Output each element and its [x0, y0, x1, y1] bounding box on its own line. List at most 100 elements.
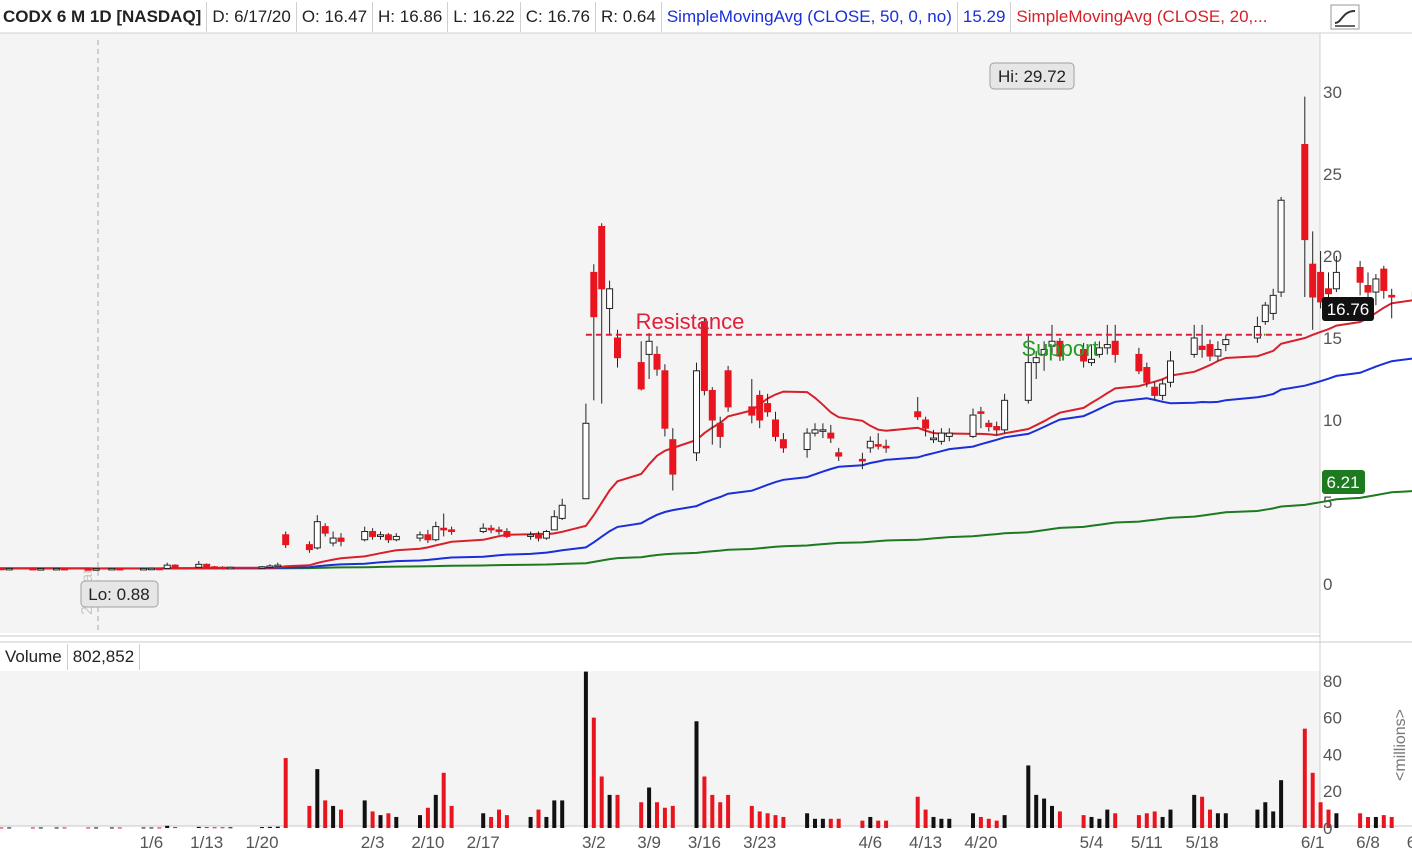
- resistance-label: Resistance: [636, 309, 745, 334]
- candle-body: [384, 534, 392, 541]
- volume-bar: [868, 816, 873, 828]
- candle-body: [700, 321, 708, 391]
- candle-body: [1032, 357, 1040, 364]
- price-axis: 0 5 10 15 20 25 30: [1323, 83, 1342, 594]
- time-tick-label: 1/20: [245, 833, 278, 852]
- time-tick-label: 3/23: [743, 833, 776, 852]
- price-tick-label: 0: [1323, 575, 1332, 594]
- candle-body: [598, 225, 606, 290]
- candle-body: [266, 565, 274, 568]
- sma50-study-value: 15.29: [958, 1, 1012, 32]
- candle-body: [392, 535, 400, 541]
- candle-body: [550, 516, 558, 531]
- volume-bar: [1097, 818, 1102, 828]
- volume-bar: [599, 776, 604, 828]
- volume-bar: [710, 794, 715, 828]
- candle-body: [440, 527, 448, 531]
- volume-bar: [196, 826, 201, 828]
- candle-body: [329, 537, 337, 544]
- price-tick-label: 20: [1323, 247, 1342, 266]
- volume-bar: [860, 820, 865, 828]
- hi-callout: Hi: 29.72: [989, 62, 1075, 90]
- support-label: Support: [1021, 336, 1098, 361]
- volume-bar: [923, 809, 928, 828]
- volume-bar: [1310, 772, 1315, 828]
- drawing-tools-icon[interactable]: [1330, 4, 1360, 30]
- candle-body: [1040, 348, 1048, 355]
- candle-body: [1167, 360, 1174, 383]
- symbol-label[interactable]: CODX 6 M 1D [NASDAQ]: [0, 1, 208, 32]
- volume-bar: [204, 827, 209, 829]
- price-tick-label: 15: [1323, 329, 1342, 348]
- sma20-study-label[interactable]: SimpleMovingAvg (CLOSE, 20,...: [1016, 6, 1268, 26]
- last-price-value: 16.76: [1327, 300, 1370, 319]
- volume-bar: [1389, 816, 1394, 828]
- candle-body: [53, 567, 61, 571]
- candle-body: [1309, 263, 1317, 298]
- lo-label: Lo: 0.88: [88, 585, 149, 604]
- candle-body: [203, 563, 211, 568]
- volume-bar: [228, 827, 233, 829]
- candle-body: [811, 429, 819, 434]
- candle-body: [803, 432, 811, 451]
- candle-body: [140, 567, 147, 571]
- candle-body: [1001, 399, 1009, 431]
- volume-bar: [773, 815, 778, 828]
- candle-body: [61, 567, 68, 571]
- volume-bar: [583, 671, 588, 828]
- volume-bar: [1271, 811, 1276, 828]
- volume-bar: [386, 813, 391, 828]
- candle-body: [29, 567, 37, 571]
- candle-body: [827, 432, 835, 439]
- candle-body: [582, 422, 590, 500]
- volume-axis: 0 20 40 60 80: [1323, 672, 1342, 838]
- volume-bar: [504, 815, 509, 828]
- candle-body: [226, 566, 234, 570]
- volume-bar: [1215, 813, 1220, 828]
- volume-bar: [220, 827, 225, 829]
- candle-body: [1388, 294, 1396, 298]
- candle-body: [1095, 347, 1103, 355]
- volume-bar: [836, 818, 841, 828]
- volume-bar: [331, 805, 336, 828]
- candle-body: [1143, 367, 1151, 383]
- volume-bar: [757, 811, 762, 828]
- candle-body: [985, 422, 993, 428]
- volume-bar: [1208, 809, 1212, 828]
- candle-body: [1253, 326, 1261, 339]
- volume-bar: [1326, 809, 1331, 828]
- volume-bar: [117, 827, 122, 829]
- candle-body: [661, 370, 669, 429]
- candle-body: [116, 567, 124, 571]
- low-readout: L: 16.22: [448, 1, 521, 32]
- volume-bar: [362, 800, 367, 828]
- volume-bar: [726, 794, 731, 828]
- candle-body: [147, 567, 155, 571]
- sma50-study-label[interactable]: SimpleMovingAvg (CLOSE, 50, 0, no): [662, 1, 958, 32]
- candle-body: [969, 414, 977, 437]
- volume-bar: [931, 816, 936, 828]
- time-tick-label: 3/2: [582, 833, 606, 852]
- sma200-tag: 6.21: [1322, 470, 1365, 494]
- candle-body: [1056, 340, 1064, 357]
- volume-bar: [971, 813, 975, 828]
- price-tick-label: 5: [1323, 493, 1332, 512]
- candle-body: [527, 534, 535, 537]
- volume-bar: [418, 815, 422, 828]
- volume-bar: [1318, 802, 1323, 828]
- candle-body: [1159, 383, 1167, 396]
- time-tick-label: 6/15: [1407, 833, 1412, 852]
- candle-body: [653, 353, 661, 370]
- volume-bar: [1057, 811, 1062, 828]
- time-tick-label: 6/1: [1301, 833, 1325, 852]
- volume-bar: [481, 813, 486, 828]
- volume-bar: [394, 816, 399, 828]
- candle-body: [92, 568, 100, 571]
- candle-body: [219, 566, 226, 570]
- volume-bar: [157, 827, 162, 829]
- volume-bar: [1279, 780, 1284, 828]
- volume-bar: [7, 827, 12, 829]
- close-readout: C: 16.76: [521, 1, 597, 32]
- candle-body: [448, 529, 456, 533]
